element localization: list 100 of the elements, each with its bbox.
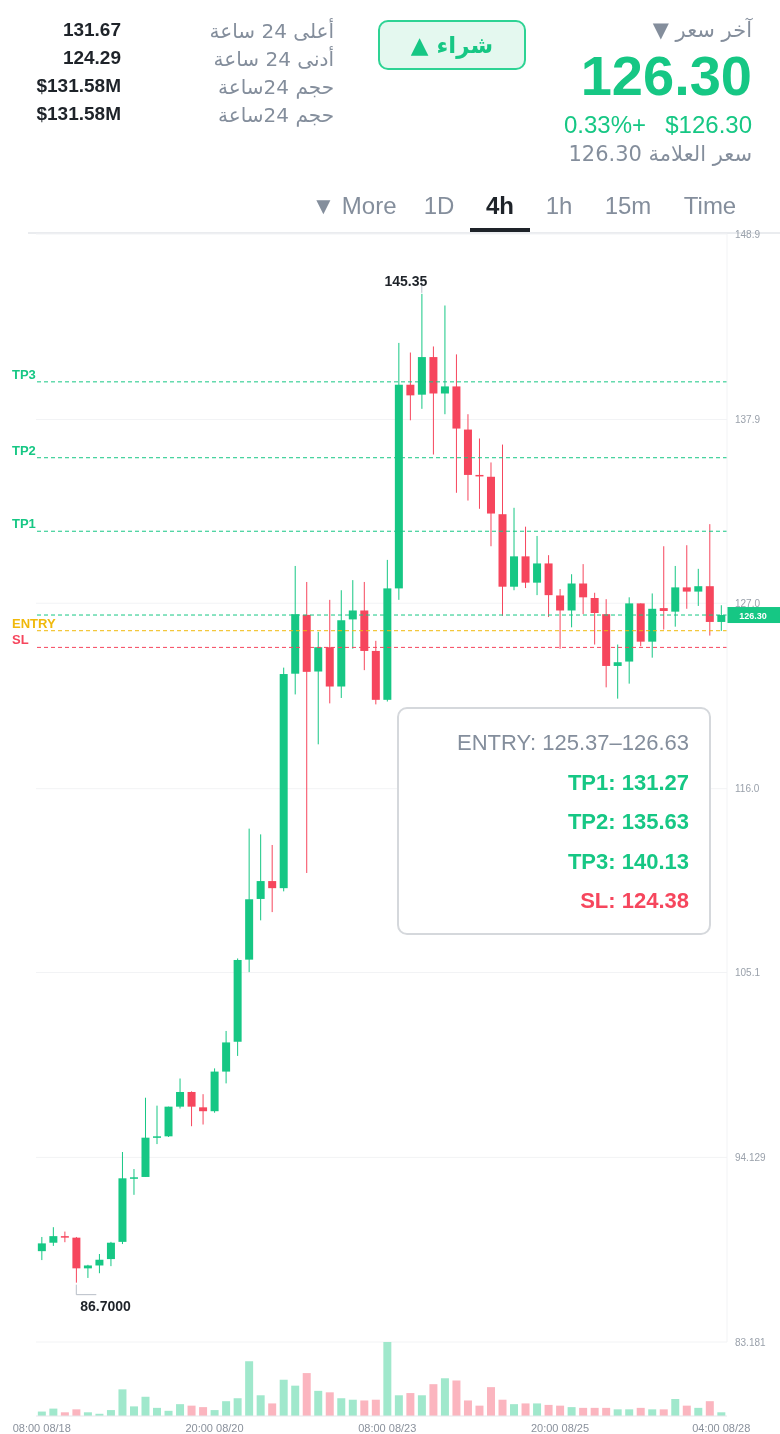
- bar: [521, 1403, 530, 1416]
- candlestick: [694, 568, 703, 607]
- text: ▼ More: [311, 192, 397, 220]
- bar: [671, 1398, 680, 1416]
- x-tick-label: 20:00 08/20: [185, 1421, 244, 1434]
- text: $126.30: [665, 111, 752, 139]
- bar: [233, 1398, 242, 1416]
- bar: [245, 1361, 254, 1416]
- bar: [118, 1389, 127, 1416]
- candlestick: [256, 833, 265, 921]
- x-tick-label: 04:00 08/28: [692, 1421, 751, 1434]
- candlestick: [406, 352, 415, 421]
- ref-line-label: 126.30: [739, 611, 767, 622]
- text: سعر العلامة 126.30: [568, 142, 752, 167]
- bar: [222, 1401, 231, 1416]
- text: 1h: [545, 192, 573, 220]
- candlestick: [106, 1241, 115, 1267]
- y-tick-label: 94.129: [735, 1151, 767, 1163]
- text: 0.33%+: [563, 111, 646, 139]
- ref-line-label: SL: [12, 632, 29, 648]
- text: أدنى 24 ساعة: [213, 47, 334, 71]
- annotation: 145.35: [384, 272, 428, 289]
- text: 1D: [423, 192, 455, 220]
- candlestick: [187, 1090, 196, 1127]
- bar: [406, 1393, 415, 1416]
- y-tick-label: 116.0: [735, 783, 760, 795]
- text: آخر سعر ▼: [652, 18, 752, 43]
- text: 124.29: [62, 47, 121, 69]
- bar: [337, 1398, 346, 1416]
- ref-line-label: TP1: [12, 516, 36, 532]
- candlestick: [682, 544, 691, 610]
- bar: [268, 1403, 277, 1416]
- bar: [314, 1390, 323, 1416]
- annotation: SL: 124.38: [579, 887, 689, 915]
- candlestick: [49, 1226, 58, 1247]
- annotation: TP1: 131.27: [566, 768, 689, 797]
- text: 126.30: [580, 44, 752, 109]
- bar: [625, 1409, 634, 1416]
- bar: [129, 1406, 138, 1416]
- candlestick: [590, 592, 599, 646]
- candlestick: [176, 1078, 185, 1110]
- candlestick: [659, 545, 668, 631]
- bar: [72, 1409, 81, 1416]
- text: Time: [683, 192, 737, 220]
- bar: [383, 1342, 392, 1416]
- candlestick: [268, 844, 277, 913]
- bar: [176, 1404, 185, 1416]
- candlestick: [613, 644, 622, 700]
- bar: [141, 1396, 150, 1416]
- buy-button: شراء ▲: [378, 20, 526, 70]
- bar: [325, 1392, 334, 1416]
- bar: [648, 1409, 657, 1416]
- text: 131.67: [62, 19, 121, 41]
- x-tick-label: 08:00 08/23: [358, 1421, 417, 1434]
- bar: [498, 1399, 507, 1416]
- candlestick: [83, 1264, 92, 1279]
- candlestick: [199, 1093, 208, 1126]
- text: $131.58M: [36, 75, 121, 97]
- bar: [256, 1395, 265, 1416]
- y-tick-label: 148.9: [735, 228, 761, 240]
- bar: [705, 1401, 714, 1416]
- annotation: 86.7000: [80, 1297, 132, 1314]
- text: أعلى 24 ساعة: [209, 19, 334, 43]
- bar: [417, 1395, 426, 1416]
- bar: [544, 1404, 553, 1416]
- candlestick: [37, 1236, 46, 1261]
- text: حجم 24ساعة: [218, 75, 334, 99]
- bar: [360, 1400, 369, 1416]
- bar: [613, 1409, 622, 1416]
- bar: [371, 1399, 380, 1416]
- text: $131.58M: [36, 103, 121, 125]
- candlestick: [129, 1168, 138, 1196]
- bar: [510, 1404, 519, 1416]
- candlestick: [579, 563, 588, 615]
- annotation: ENTRY: 125.37–126.63: [456, 729, 689, 757]
- bar: [659, 1409, 668, 1416]
- bar: [440, 1378, 449, 1416]
- candlestick: [60, 1231, 69, 1243]
- text: 4h: [485, 192, 515, 220]
- bar: [486, 1387, 495, 1416]
- candlestick: [153, 1105, 162, 1145]
- text: حجم 24ساعة: [218, 103, 334, 127]
- bar: [279, 1379, 288, 1416]
- ref-line-label: TP2: [12, 442, 36, 458]
- y-tick-label: 137.9: [735, 414, 761, 426]
- bar: [394, 1395, 403, 1416]
- y-tick-label: 105.1: [735, 967, 761, 978]
- bar: [348, 1399, 357, 1416]
- y-tick-label: 127.0: [735, 597, 761, 609]
- bar: [452, 1380, 461, 1416]
- bar: [463, 1400, 472, 1416]
- annotation: TP2: 135.63: [566, 808, 689, 836]
- bar: [302, 1373, 311, 1416]
- bar: [291, 1385, 300, 1416]
- ref-line-label: TP3: [12, 366, 36, 382]
- bar: [199, 1407, 208, 1416]
- x-tick-label: 20:00 08/25: [530, 1421, 590, 1434]
- y-tick-label: 83.181: [735, 1336, 767, 1348]
- bar: [533, 1403, 542, 1416]
- bar: [567, 1407, 576, 1416]
